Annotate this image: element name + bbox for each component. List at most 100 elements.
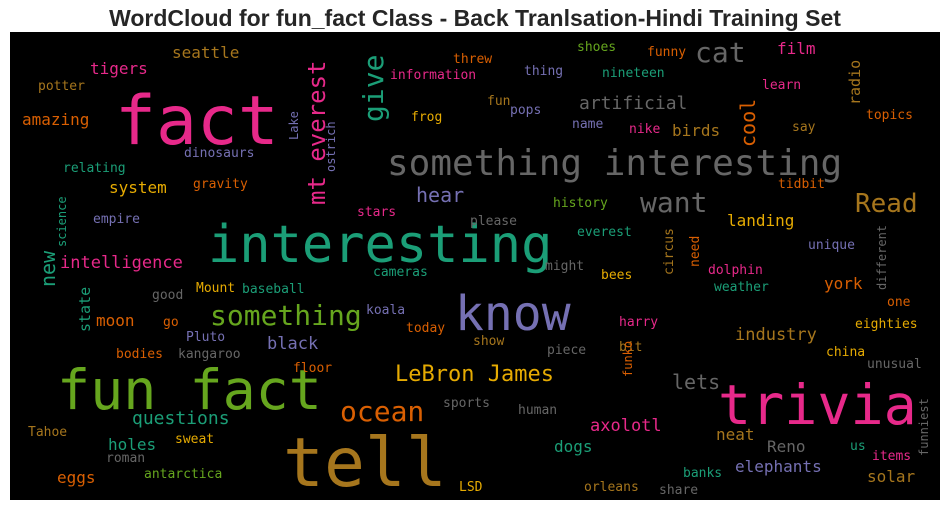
word-funny: funny xyxy=(647,45,686,60)
word-today: today xyxy=(406,321,445,336)
word-banks: banks xyxy=(683,466,722,481)
word-system: system xyxy=(109,178,167,197)
word-cameras: cameras xyxy=(373,265,428,280)
word-baseball: baseball xyxy=(242,282,305,297)
word-elephants: elephants xyxy=(735,457,822,476)
word-relating: relating xyxy=(63,161,126,176)
word-show: show xyxy=(473,334,504,349)
word-tell: tell xyxy=(283,424,447,500)
word-threw: threw xyxy=(453,52,492,67)
word-learn: learn xyxy=(762,78,801,93)
word-want: want xyxy=(640,186,707,219)
word-information: information xyxy=(390,68,476,83)
word-cat: cat xyxy=(695,36,746,69)
word-good: good xyxy=(152,288,183,303)
word-frog: frog xyxy=(411,110,442,125)
word-china: china xyxy=(826,345,865,360)
word-science: science xyxy=(55,196,69,247)
word-weather: weather xyxy=(714,280,769,295)
word-everest: everest xyxy=(577,225,632,240)
word-york: york xyxy=(824,274,863,293)
word-eggs: eggs xyxy=(57,468,96,487)
word-orleans: orleans xyxy=(584,480,639,495)
word-piece: piece xyxy=(547,343,586,358)
word-might: might xyxy=(545,259,584,274)
word-koala: koala xyxy=(366,303,405,318)
word-antarctica: antarctica xyxy=(144,467,222,482)
word-fun: fun xyxy=(487,94,510,109)
word-shoes: shoes xyxy=(577,40,616,55)
word-new: new xyxy=(36,250,60,287)
word-seattle: seattle xyxy=(172,43,239,62)
word-sports: sports xyxy=(443,396,490,411)
word-pluto: Pluto xyxy=(186,330,225,345)
word-share: share xyxy=(659,483,698,498)
word-funniest: funniest xyxy=(917,398,931,456)
word-need: need xyxy=(688,236,703,267)
word-amazing: amazing xyxy=(22,110,89,129)
word-funko: funko xyxy=(621,341,635,377)
word-read: Read xyxy=(855,189,918,219)
word-say: say xyxy=(792,120,816,135)
word-radio: radio xyxy=(846,60,864,105)
word-eighties: eighties xyxy=(855,317,918,332)
word-unique: unique xyxy=(808,238,855,253)
word-black: black xyxy=(267,334,318,354)
word-one: one xyxy=(887,295,911,310)
word-landing: landing xyxy=(727,211,794,230)
word-dinosaurs: dinosaurs xyxy=(184,146,254,161)
word-us: us xyxy=(850,439,866,454)
word-nineteen: nineteen xyxy=(602,66,665,81)
word-state: state xyxy=(76,287,94,332)
word-tigers: tigers xyxy=(90,59,148,78)
word-solar: solar xyxy=(867,467,916,486)
word-ocean: ocean xyxy=(340,395,424,428)
word-circus: circus xyxy=(662,228,677,275)
word-something: something xyxy=(210,299,362,332)
word-stars: stars xyxy=(357,205,396,220)
word-industry: industry xyxy=(735,325,817,345)
word-lets: lets xyxy=(672,370,720,394)
word-dogs: dogs xyxy=(554,437,593,456)
word-history: history xyxy=(553,196,608,211)
word-dolphin: dolphin xyxy=(708,263,763,278)
word-mount: Mount xyxy=(196,281,235,296)
word-roman: roman xyxy=(106,451,145,466)
word-moon: moon xyxy=(96,311,135,330)
word-items: items xyxy=(872,449,911,464)
word-tidbit: tidbit xyxy=(778,177,825,192)
word-artificial: artificial xyxy=(579,93,687,114)
word-give: give xyxy=(357,55,390,122)
word-tahoe: Tahoe xyxy=(28,425,67,440)
word-name: name xyxy=(572,117,603,132)
word-something-interesting: something interesting xyxy=(387,143,842,184)
word-questions: questions xyxy=(132,408,230,429)
word-neat: neat xyxy=(716,425,755,444)
word-bodies: bodies xyxy=(116,347,163,362)
word-pops: pops xyxy=(510,103,541,118)
word-gravity: gravity xyxy=(193,177,248,192)
word-potter: potter xyxy=(38,79,85,94)
word-unusual: unusual xyxy=(867,357,922,372)
word-harry: harry xyxy=(619,315,658,330)
word-thing: thing xyxy=(524,64,563,79)
chart-title: WordCloud for fun_fact Class - Back Tran… xyxy=(0,4,950,32)
word-nike: nike xyxy=(629,122,660,137)
word-topics: topics xyxy=(866,108,913,123)
word-film: film xyxy=(777,39,816,58)
word-cool: cool xyxy=(736,99,760,147)
word-lsd: LSD xyxy=(459,480,483,495)
word-sweat: sweat xyxy=(175,432,214,447)
word-lebron-james: LeBron James xyxy=(395,362,554,387)
word-birds: birds xyxy=(672,121,720,140)
word-floor: floor xyxy=(293,361,332,376)
word-bees: bees xyxy=(601,268,632,283)
word-empire: empire xyxy=(93,212,140,227)
word-ostrich: ostrich xyxy=(324,121,338,172)
word-axolotl: axolotl xyxy=(590,416,662,436)
word-intelligence: intelligence xyxy=(60,253,183,273)
word-human: human xyxy=(518,403,557,418)
word-hear: hear xyxy=(416,183,464,207)
word-lake: Lake xyxy=(287,111,301,140)
word-cloud: fact interesting fun fact tell trivia know som… xyxy=(10,32,940,500)
